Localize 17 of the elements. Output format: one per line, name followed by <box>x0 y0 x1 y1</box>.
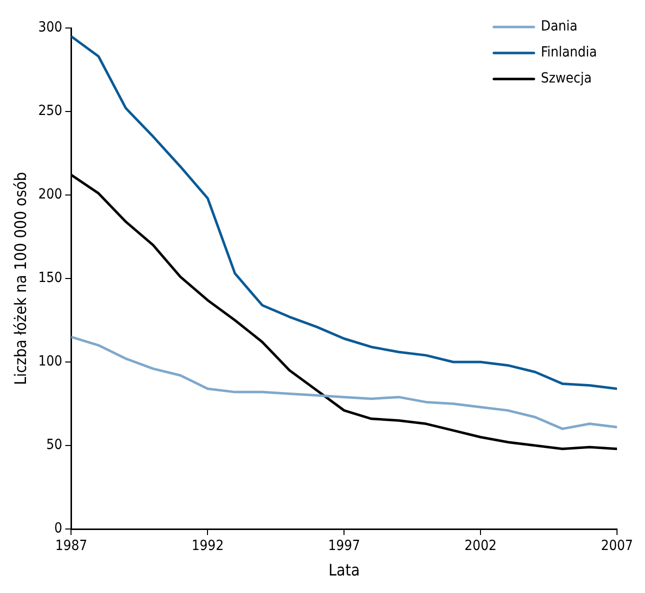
x-tick-label: 2002 <box>464 538 497 554</box>
legend-label: Dania <box>540 18 578 35</box>
y-tick-label: 100 <box>38 354 62 370</box>
x-tick-label: 1987 <box>55 538 88 554</box>
y-axis-title: Liczba łóżek na 100 000 osób <box>10 172 30 386</box>
x-tick-label: 2007 <box>600 538 634 554</box>
y-tick-label: 50 <box>46 437 62 454</box>
y-tick-label: 300 <box>38 20 62 36</box>
x-tick-label: 1997 <box>328 538 360 554</box>
legend-label: Finlandia <box>540 44 598 61</box>
y-tick-label: 250 <box>38 103 62 120</box>
x-tick-label: 1992 <box>192 538 224 554</box>
legend-label: Szwecja <box>540 70 592 87</box>
y-tick-label: 200 <box>38 186 62 203</box>
x-axis-title: Lata <box>328 560 360 580</box>
y-tick-label: 150 <box>38 270 62 286</box>
y-tick-label: 0 <box>54 520 62 537</box>
